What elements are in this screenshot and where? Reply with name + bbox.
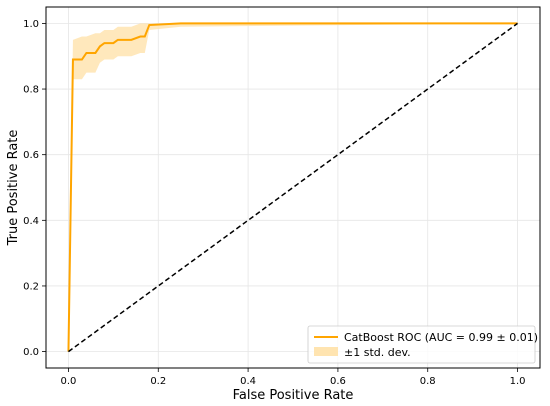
y-tick-label: 1.0 [23, 19, 39, 30]
plot-frame [45, 6, 541, 369]
x-tick-label: 0.8 [420, 376, 436, 387]
x-tick-label: 0.4 [240, 376, 256, 387]
ticks-layer: 0.0 0.2 0.4 0.6 0.8 1.0 0.0 0.2 0.4 0.6 0.8 1.0 [23, 19, 525, 387]
legend-band-swatch [314, 347, 338, 356]
legend-label-std: ±1 std. dev. [344, 346, 411, 359]
y-tick-label: 0.8 [23, 85, 39, 96]
roc-curve [67, 22, 518, 352]
y-tick-label: 0.4 [23, 216, 39, 227]
y-tick-label: 0.6 [23, 150, 39, 161]
std-band-layer [68, 23, 518, 352]
x-tick-label: 1.0 [510, 376, 526, 387]
y-tick-label: 0.2 [23, 281, 39, 292]
x-tick-label: 0.6 [330, 376, 346, 387]
x-axis-title: False Positive Rate [233, 388, 354, 403]
legend: CatBoost ROC (AUC = 0.99 ± 0.01) ±1 std.… [307, 325, 538, 364]
y-tick-label: 0.0 [23, 347, 39, 358]
x-tick-label: 0.2 [150, 376, 166, 387]
grid [46, 7, 540, 368]
std-band [68, 23, 518, 352]
legend-box [307, 325, 536, 364]
y-axis-title: True Positive Rate [6, 130, 21, 247]
chance-line [68, 22, 518, 353]
x-tick-label: 0.0 [61, 376, 77, 387]
legend-label-roc: CatBoost ROC (AUC = 0.99 ± 0.01) [344, 331, 538, 344]
series-layer [67, 22, 518, 353]
